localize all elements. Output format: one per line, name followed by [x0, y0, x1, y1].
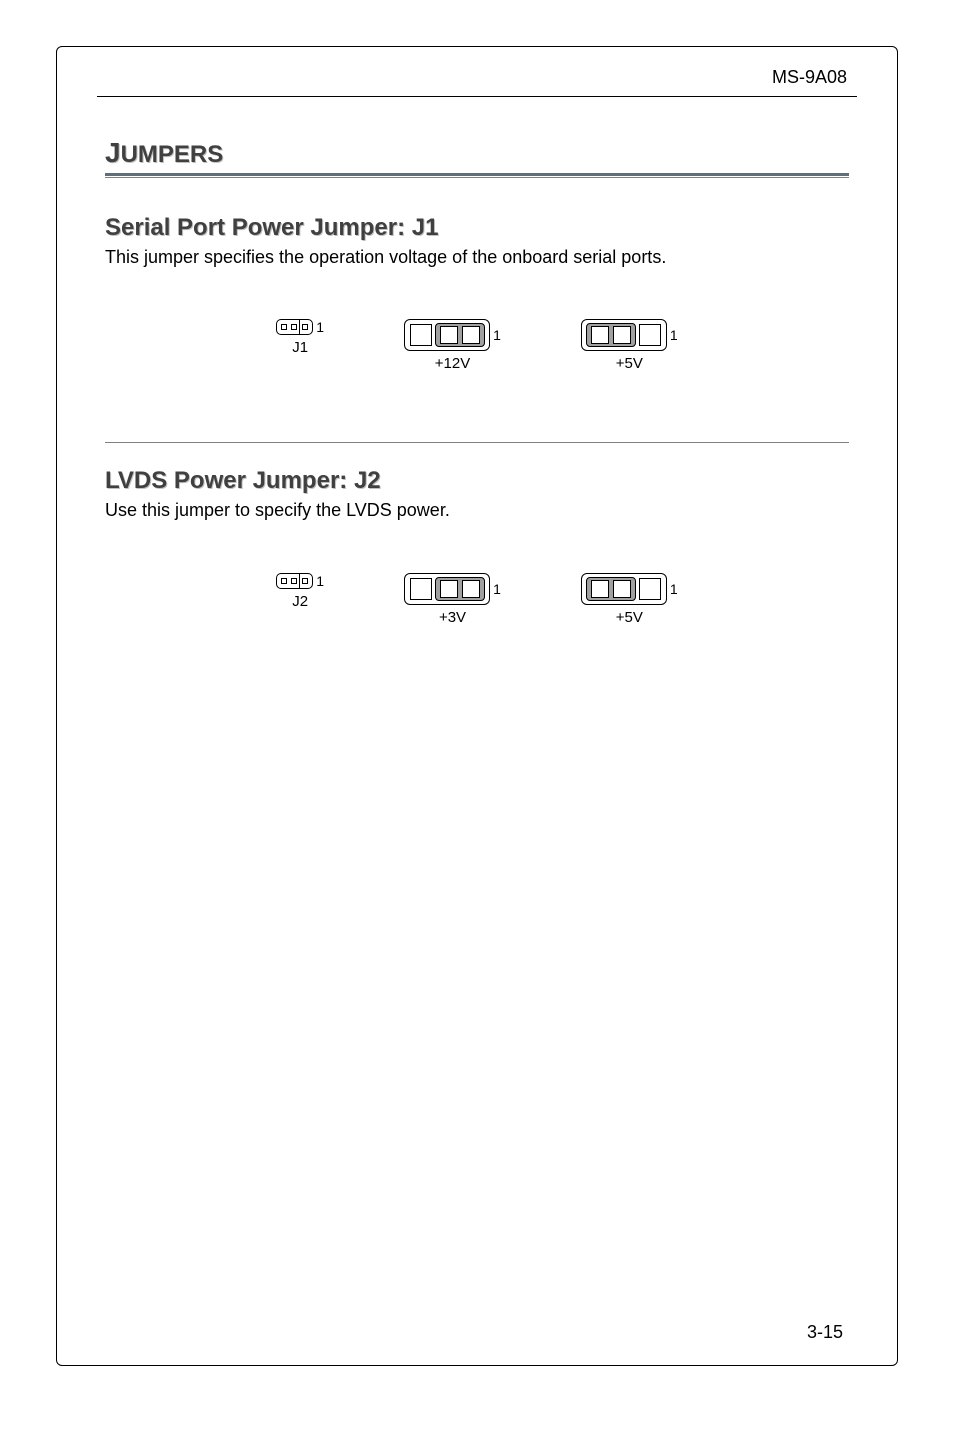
jumper-icon — [581, 319, 667, 351]
j2-opt-5v: 1 +5V — [581, 573, 678, 626]
jumper-icon — [276, 319, 313, 335]
page-frame: MS-9A08 JUMPERS Serial Port Power Jumper… — [56, 46, 898, 1366]
board-model: MS-9A08 — [772, 67, 847, 88]
j1-desc: This jumper specifies the operation volt… — [105, 246, 849, 269]
header-divider — [97, 96, 857, 97]
j2-3v-label: +3V — [439, 609, 466, 626]
jumper-icon — [404, 573, 490, 605]
section-divider — [105, 442, 849, 443]
content-area: JUMPERS Serial Port Power Jumper: J1 Thi… — [105, 137, 849, 626]
section-title-rest: UMPERS — [121, 141, 224, 168]
j1-ref: 1 J1 — [276, 319, 324, 356]
page-number: 3-15 — [807, 1322, 843, 1343]
j2-ref-diagram: 1 — [276, 573, 324, 589]
j2-5v-label: +5V — [616, 609, 643, 626]
j2-3v-diagram: 1 — [404, 573, 501, 605]
j2-diagram-row: 1 J2 1 +3V — [105, 573, 849, 626]
jumper-icon — [276, 573, 313, 589]
j2-title: LVDS Power Jumper: J2 — [105, 467, 849, 495]
j1-diagram-row: 1 J1 1 +12V — [105, 319, 849, 372]
j2-5v-diagram: 1 — [581, 573, 678, 605]
j1-opt-5v: 1 +5V — [581, 319, 678, 372]
j2-desc: Use this jumper to specify the LVDS powe… — [105, 499, 849, 522]
j1-5v-label: +5V — [616, 355, 643, 372]
j1-5v-diagram: 1 — [581, 319, 678, 351]
section-title: JUMPERS — [105, 137, 849, 169]
j2-ref-label: J2 — [292, 593, 308, 610]
pin1-label: 1 — [316, 573, 324, 589]
pin1-label: 1 — [493, 581, 501, 597]
j1-12v-diagram: 1 — [404, 319, 501, 351]
j1-ref-diagram: 1 — [276, 319, 324, 335]
section-title-first: J — [105, 137, 121, 168]
jumper-icon — [581, 573, 667, 605]
jumper-icon — [404, 319, 490, 351]
j1-opt-12v: 1 +12V — [404, 319, 501, 372]
pin1-label: 1 — [670, 327, 678, 343]
pin1-label: 1 — [670, 581, 678, 597]
j1-ref-label: J1 — [292, 339, 308, 356]
section-underline — [105, 173, 849, 176]
j2-opt-3v: 1 +3V — [404, 573, 501, 626]
j1-title: Serial Port Power Jumper: J1 — [105, 214, 849, 242]
pin1-label: 1 — [493, 327, 501, 343]
j2-ref: 1 J2 — [276, 573, 324, 610]
j1-12v-label: +12V — [435, 355, 470, 372]
section-underline-thin — [105, 177, 849, 178]
pin1-label: 1 — [316, 319, 324, 335]
